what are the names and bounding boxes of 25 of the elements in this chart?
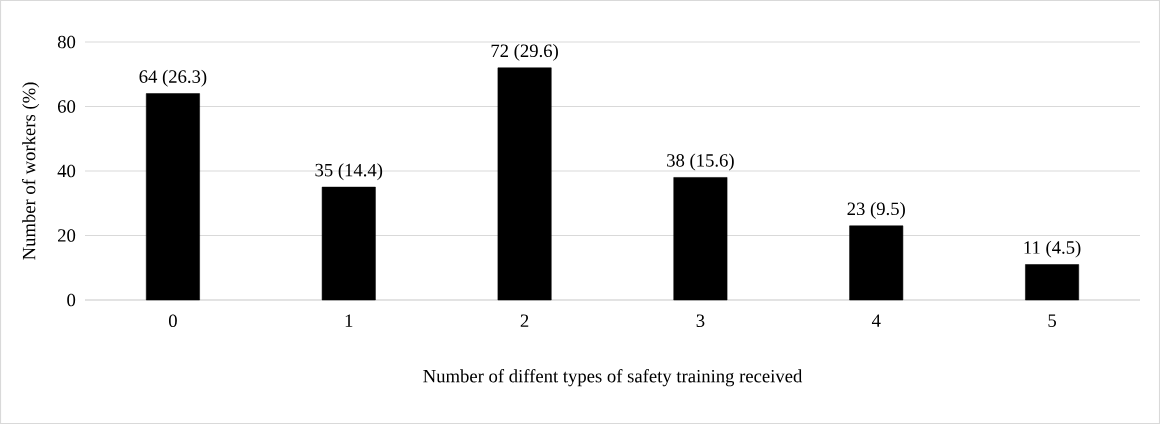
- data-label: 38 (15.6): [667, 153, 734, 171]
- x-tick-label: 1: [345, 314, 353, 327]
- y-tick-label: 40: [57, 164, 76, 178]
- y-tick-label: 0: [67, 293, 76, 307]
- data-label: 23 (9.5): [847, 201, 905, 219]
- bar: [1025, 264, 1080, 301]
- bar: [497, 67, 552, 301]
- bar: [849, 225, 904, 301]
- bar: [145, 93, 200, 301]
- y-axis-title: Number of workers (%): [22, 82, 40, 260]
- x-tick-label: 2: [520, 314, 529, 327]
- y-tick-label: 80: [57, 35, 76, 49]
- y-tick-label: 60: [57, 100, 76, 113]
- data-label: 64 (26.3): [139, 69, 207, 87]
- bar: [321, 186, 376, 301]
- x-tick-label: 0: [168, 314, 177, 328]
- x-tick-label: 3: [696, 314, 705, 328]
- x-axis-title: Number of diffent types of safety training received: [423, 369, 803, 387]
- data-label: 35 (14.4): [315, 163, 383, 181]
- x-tick-label: 5: [1048, 314, 1057, 327]
- bar: [673, 177, 728, 301]
- y-tick-label: 20: [58, 229, 76, 242]
- x-tick-label: 4: [871, 314, 881, 327]
- data-label: 72 (29.6): [491, 43, 558, 61]
- data-label: 11 (4.5): [1024, 240, 1081, 258]
